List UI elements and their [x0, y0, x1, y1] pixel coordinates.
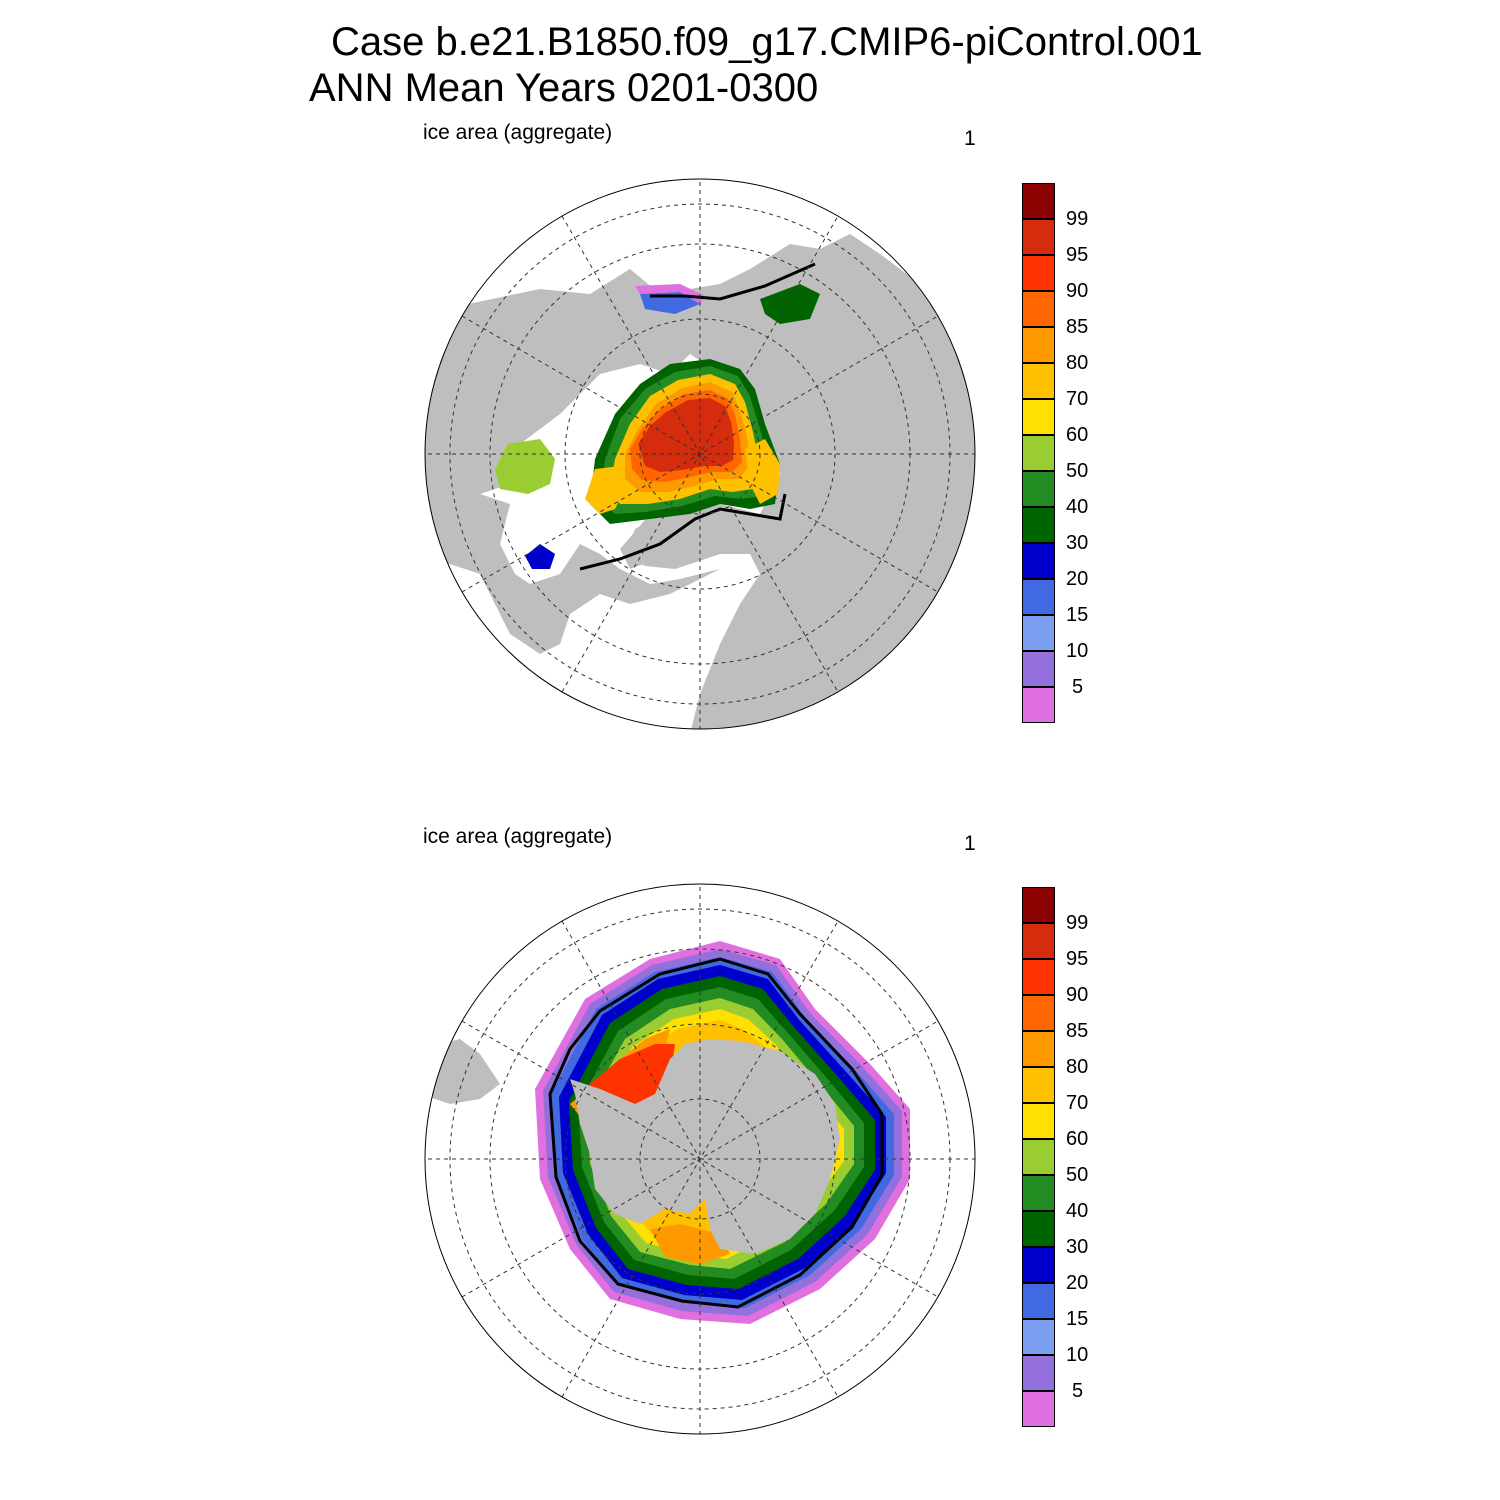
colorbar-tick-label: 95 [1066, 244, 1089, 266]
ice-bering-edge [635, 284, 705, 304]
colorbar-swatch [1022, 507, 1055, 543]
colorbar-tick-label: 30 [1066, 1236, 1089, 1258]
colorbar-swatch [1022, 399, 1055, 435]
colorbar-tick-label: 20 [1066, 568, 1089, 590]
colorbar-swatch [1022, 959, 1055, 995]
colorbar-tick-label: 40 [1066, 496, 1089, 518]
colorbar-swatch [1022, 1031, 1055, 1067]
north-panel-label: ice area (aggregate) [423, 121, 613, 144]
colorbar-swatch [1022, 327, 1055, 363]
land-antarctica [570, 1039, 840, 1254]
colorbar-tick-label: 99 [1066, 912, 1089, 934]
colorbar-swatch [1022, 1283, 1055, 1319]
colorbar-swatch [1022, 1103, 1055, 1139]
south-polar-ice-map [424, 883, 976, 1435]
colorbar-swatch [1022, 543, 1055, 579]
colorbar-tick-label: 70 [1066, 388, 1089, 410]
colorbar-tick-label: 99 [1066, 208, 1089, 230]
south-colorbar: 99 95 90 85 80 70 60 50 40 30 20 15 10 5 [1022, 887, 1122, 1427]
colorbar-tick-label: 5 [1072, 676, 1084, 698]
ice-hudson-bay [495, 439, 555, 494]
colorbar-tick-label: 20 [1066, 1272, 1089, 1294]
colorbar-swatch [1022, 1139, 1055, 1175]
north-polar-ice-map [424, 178, 976, 730]
colorbar-tick-label: 50 [1066, 1164, 1089, 1186]
colorbar-swatch [1022, 579, 1055, 615]
colorbar-swatch [1022, 219, 1055, 255]
figure-title-line-1: Case b.e21.B1850.f09_g17.CMIP6-piControl… [331, 20, 1203, 64]
colorbar-tick-label: 85 [1066, 1020, 1089, 1042]
colorbar-swatch [1022, 651, 1055, 687]
colorbar-swatch [1022, 1175, 1055, 1211]
colorbar-tick-label: 10 [1066, 1344, 1089, 1366]
colorbar-tick-label: 60 [1066, 424, 1089, 446]
north-colorbar: 99 95 90 85 80 70 60 50 40 30 20 15 10 5 [1022, 183, 1122, 723]
land-eurasia [425, 234, 975, 729]
colorbar-swatch [1022, 995, 1055, 1031]
colorbar-swatch [1022, 1211, 1055, 1247]
colorbar-tick-label: 90 [1066, 280, 1089, 302]
ice-edge-contour [579, 493, 787, 571]
colorbar-tick-label: 90 [1066, 984, 1089, 1006]
colorbar-tick-label: 70 [1066, 1092, 1089, 1114]
colorbar-swatch [1022, 255, 1055, 291]
ice-greenland-sea [745, 439, 780, 504]
ice-labrador-edge [525, 544, 555, 569]
colorbar-tick-label: 50 [1066, 460, 1089, 482]
south-panel-label: ice area (aggregate) [423, 825, 613, 848]
north-panel-number: 1 [964, 127, 976, 150]
colorbar-tick-label: 15 [1066, 1308, 1089, 1330]
figure-title-line-2: ANN Mean Years 0201-0300 [309, 66, 819, 110]
colorbar-tick-label: 80 [1066, 1056, 1089, 1078]
colorbar-tick-label: 40 [1066, 1200, 1089, 1222]
map-boundary-circle [424, 178, 976, 730]
colorbar-swatch [1022, 1319, 1055, 1355]
ice-edge-contour [548, 957, 884, 1309]
colorbar-swatch [1022, 291, 1055, 327]
colorbar-swatch [1022, 687, 1055, 723]
map-boundary-circle [424, 883, 976, 1435]
colorbar-swatch [1022, 615, 1055, 651]
colorbar-tick-label: 30 [1066, 532, 1089, 554]
colorbar-swatch [1022, 435, 1055, 471]
ice-baffin-bay [585, 466, 625, 514]
colorbar-swatch [1022, 363, 1055, 399]
colorbar-swatch [1022, 923, 1055, 959]
colorbar-swatch [1022, 1355, 1055, 1391]
colorbar-tick-label: 95 [1066, 948, 1089, 970]
colorbar-tick-label: 15 [1066, 604, 1089, 626]
colorbar-swatch [1022, 887, 1055, 923]
colorbar-tick-label: 5 [1072, 1380, 1084, 1402]
south-panel-number: 1 [964, 832, 976, 855]
colorbar-swatch [1022, 183, 1055, 219]
ice-okhotsk [760, 284, 820, 324]
colorbar-swatch [1022, 471, 1055, 507]
graticule [425, 884, 975, 1434]
colorbar-tick-label: 10 [1066, 640, 1089, 662]
land-north-america [425, 464, 720, 654]
colorbar-swatch [1022, 1067, 1055, 1103]
colorbar-swatch [1022, 1391, 1055, 1427]
ice-ross-80 [650, 1224, 730, 1264]
colorbar-tick-label: 85 [1066, 316, 1089, 338]
land-greenland [625, 509, 720, 569]
colorbar-tick-label: 80 [1066, 352, 1089, 374]
graticule [425, 179, 975, 729]
colorbar-swatch [1022, 1247, 1055, 1283]
colorbar-tick-label: 60 [1066, 1128, 1089, 1150]
